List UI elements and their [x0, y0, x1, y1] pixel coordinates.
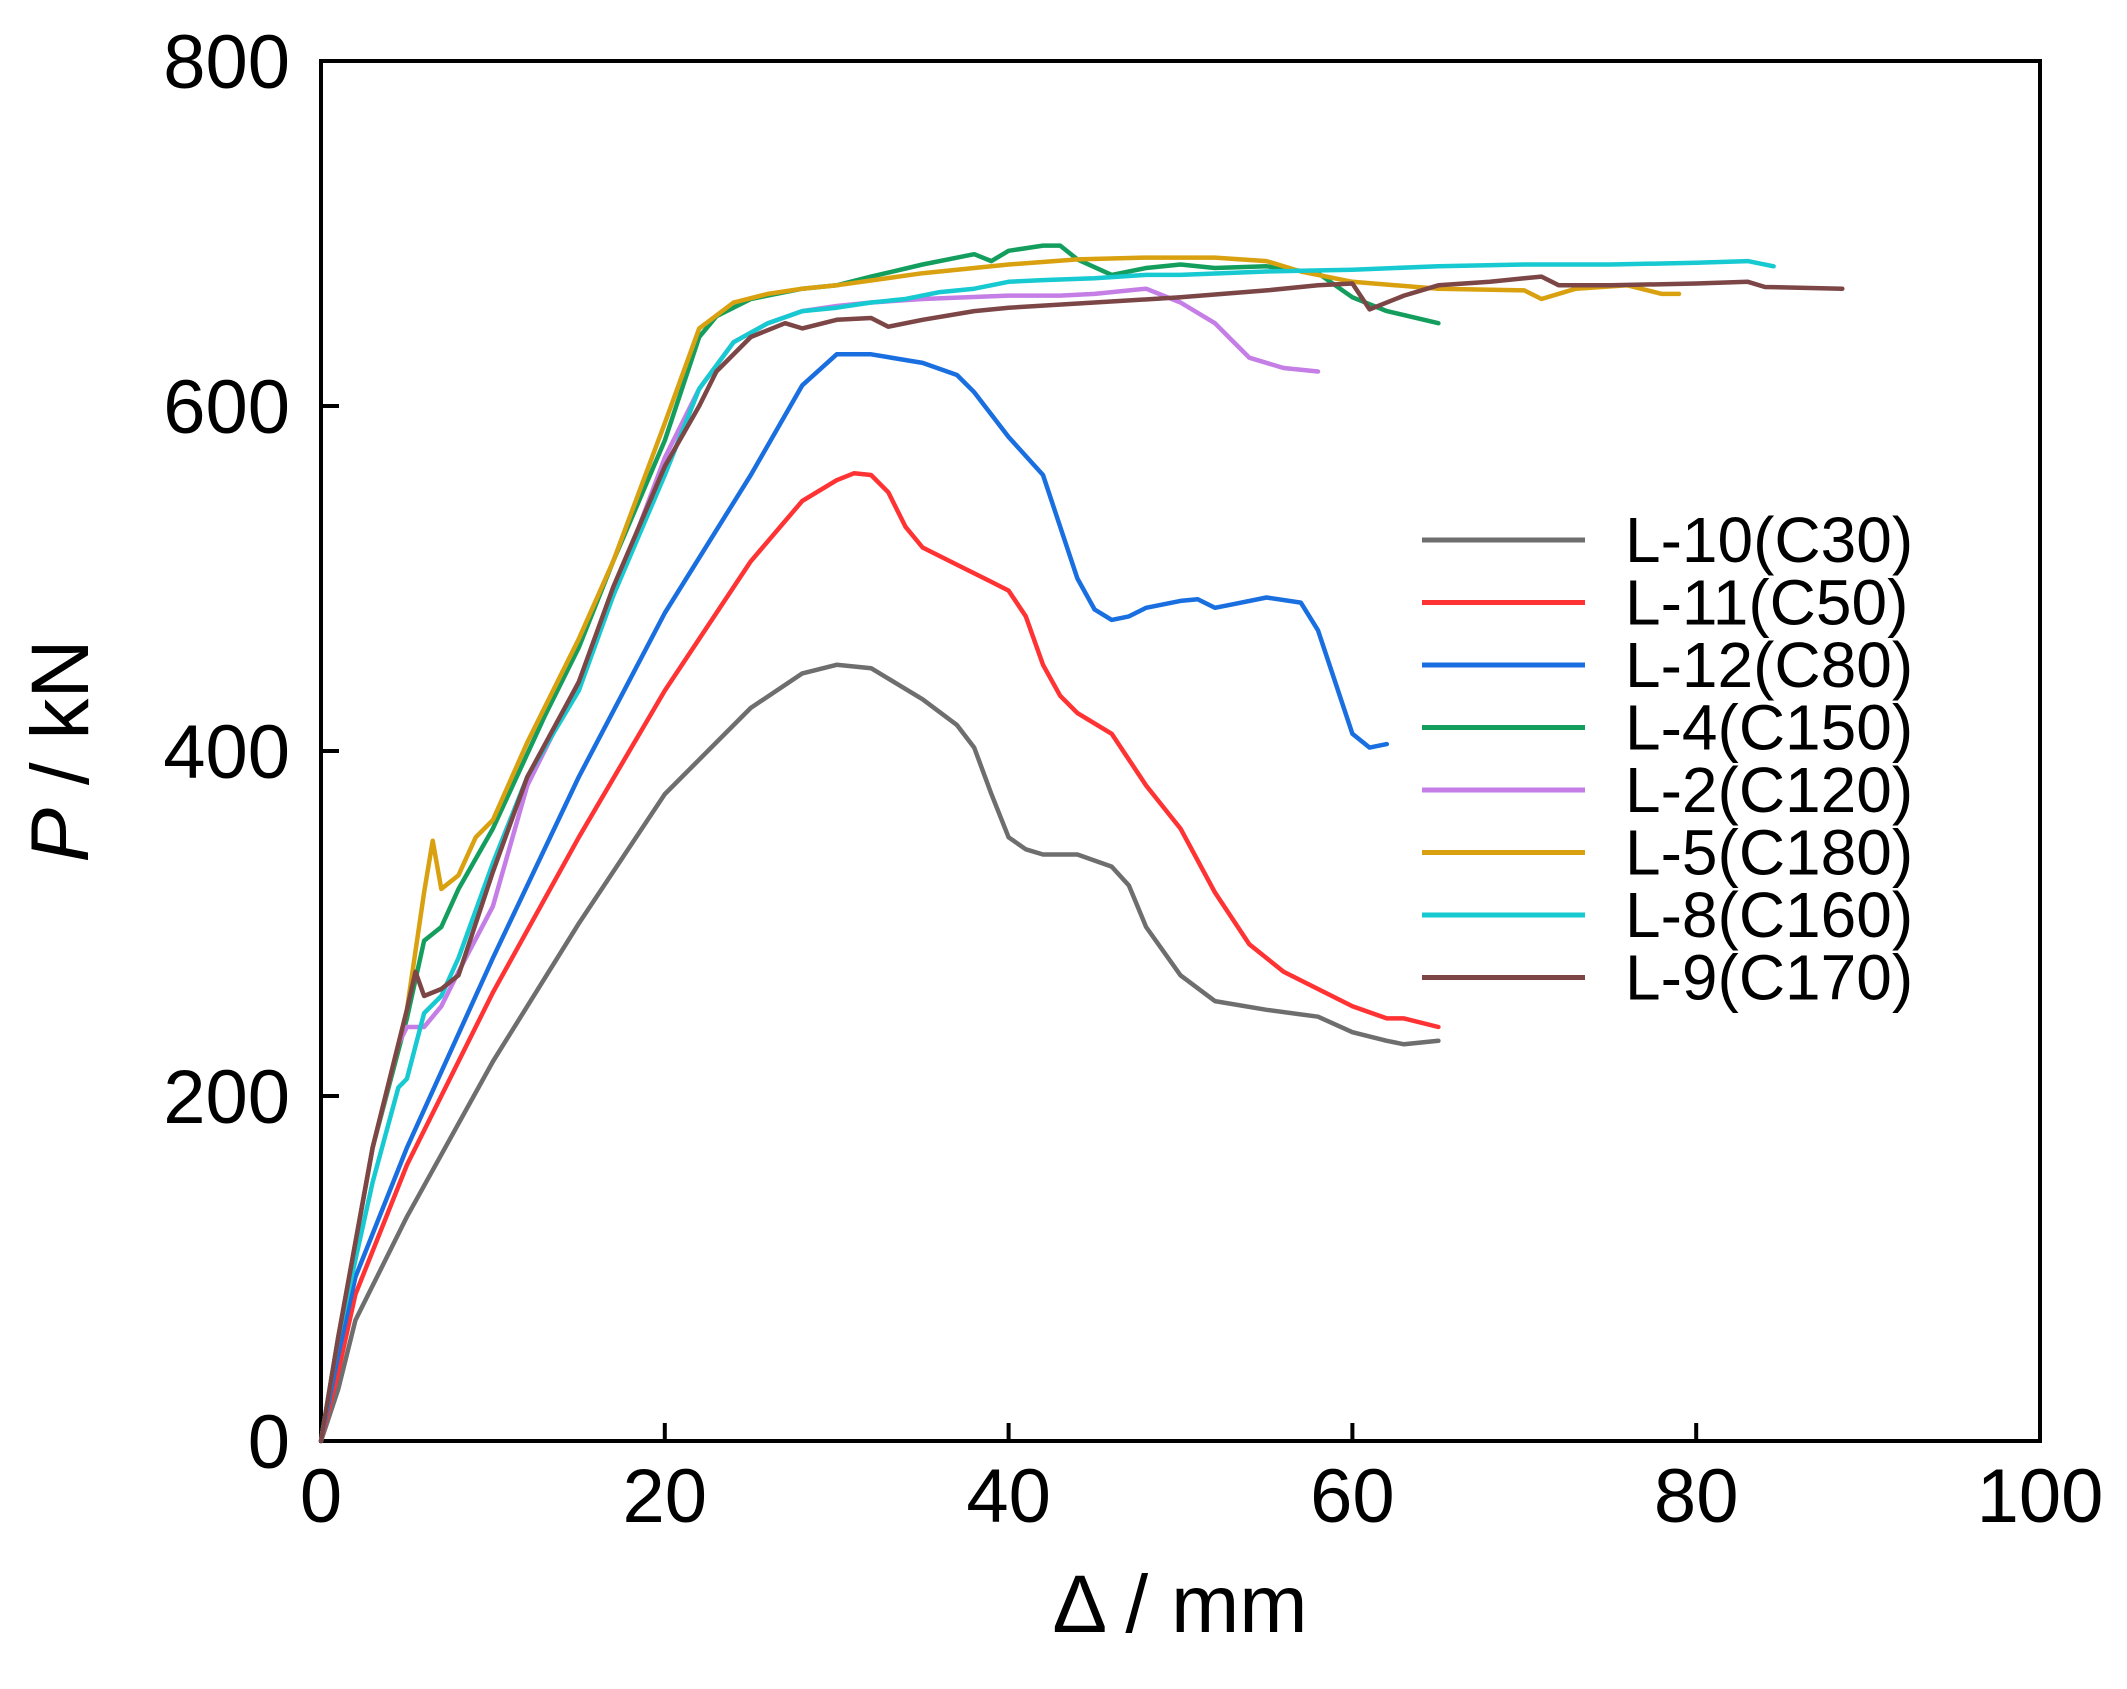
x-tick-label: 0 [300, 1454, 342, 1539]
y-tick-label: 400 [163, 710, 290, 795]
axis-ticks [319, 59, 2042, 1443]
legend: L-10(C30)L-11(C50)L-12(C80)L-4(C150)L-2(… [1422, 504, 1913, 1014]
y-axis-unit: / kN [15, 639, 106, 808]
x-tick-label: 40 [966, 1454, 1051, 1539]
legend-label: L-4(C150) [1625, 692, 1913, 764]
legend-label: L-8(C160) [1625, 879, 1913, 951]
series-lines [318, 243, 1845, 1444]
series-line-L-5(C180) [318, 255, 1682, 1444]
series-line-L-8(C160) [318, 258, 1776, 1444]
series-line-L-12(C80) [318, 352, 1390, 1444]
y-axis-symbol: P [15, 808, 106, 863]
legend-label: L-2(C120) [1625, 754, 1913, 826]
x-tick-label: 80 [1654, 1454, 1739, 1539]
x-tick-label: 20 [623, 1454, 708, 1539]
y-tick-label: 200 [163, 1055, 290, 1140]
x-tick-label: 60 [1310, 1454, 1395, 1539]
y-axis-title: P / kN [15, 639, 106, 862]
x-axis-symbol: Δ [1052, 1559, 1105, 1650]
legend-label: L-11(C50) [1625, 567, 1908, 639]
x-axis-unit: / mm [1103, 1559, 1308, 1650]
y-tick-label: 600 [163, 365, 290, 450]
series-line-L-10(C30) [318, 662, 1441, 1444]
y-tick-label: 800 [163, 20, 290, 105]
x-axis-title: Δ / mm [1052, 1559, 1307, 1650]
x-tick-label: 100 [1977, 1454, 2104, 1539]
legend-label: L-9(C170) [1625, 942, 1913, 1014]
series-line-L-11(C50) [318, 471, 1441, 1444]
legend-label: L-10(C30) [1625, 504, 1913, 576]
series-line-L-9(C170) [318, 274, 1845, 1444]
series-line-L-4(C150) [318, 243, 1441, 1444]
y-tick-label: 0 [248, 1400, 290, 1485]
legend-label: L-12(C80) [1625, 629, 1913, 701]
axis-tick-labels: 0 20 40 60 80 100 0 200 400 600 800 [163, 20, 2103, 1539]
legend-label: L-5(C180) [1625, 817, 1913, 889]
